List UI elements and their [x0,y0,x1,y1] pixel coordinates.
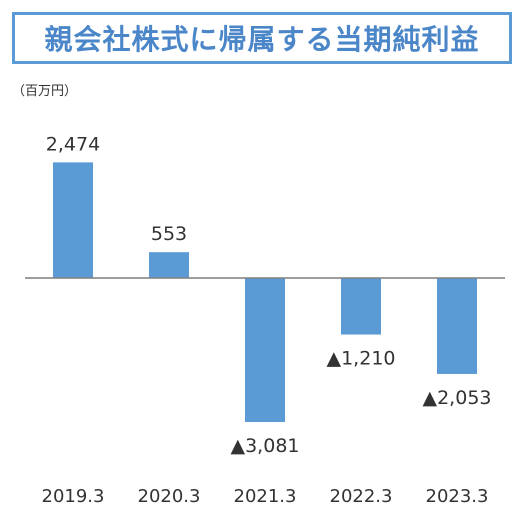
data-label-2022.3: ▲1,210 [326,348,395,370]
chart-title: 親会社株式に帰属する当期純利益 [44,23,480,56]
chart-title-box: 親会社株式に帰属する当期純利益 [12,12,512,64]
bar-2020.3 [149,252,189,278]
x-tick-label-2023.3: 2023.3 [426,486,489,507]
data-label-2021.3: ▲3,081 [230,435,299,457]
bar-2019.3 [53,162,93,278]
bar-2023.3 [437,278,477,374]
x-tick-label-2019.3: 2019.3 [42,486,105,507]
x-tick-label-2021.3: 2021.3 [234,486,297,507]
x-tick-label-2022.3: 2022.3 [330,486,393,507]
data-label-2020.3: 553 [151,223,187,245]
data-label-2023.3: ▲2,053 [422,387,491,409]
x-tick-label-2020.3: 2020.3 [138,486,201,507]
bar-2021.3 [245,278,285,422]
unit-label: （百万円） [12,84,78,99]
bar-2022.3 [341,278,381,335]
data-label-2019.3: 2,474 [46,133,100,155]
